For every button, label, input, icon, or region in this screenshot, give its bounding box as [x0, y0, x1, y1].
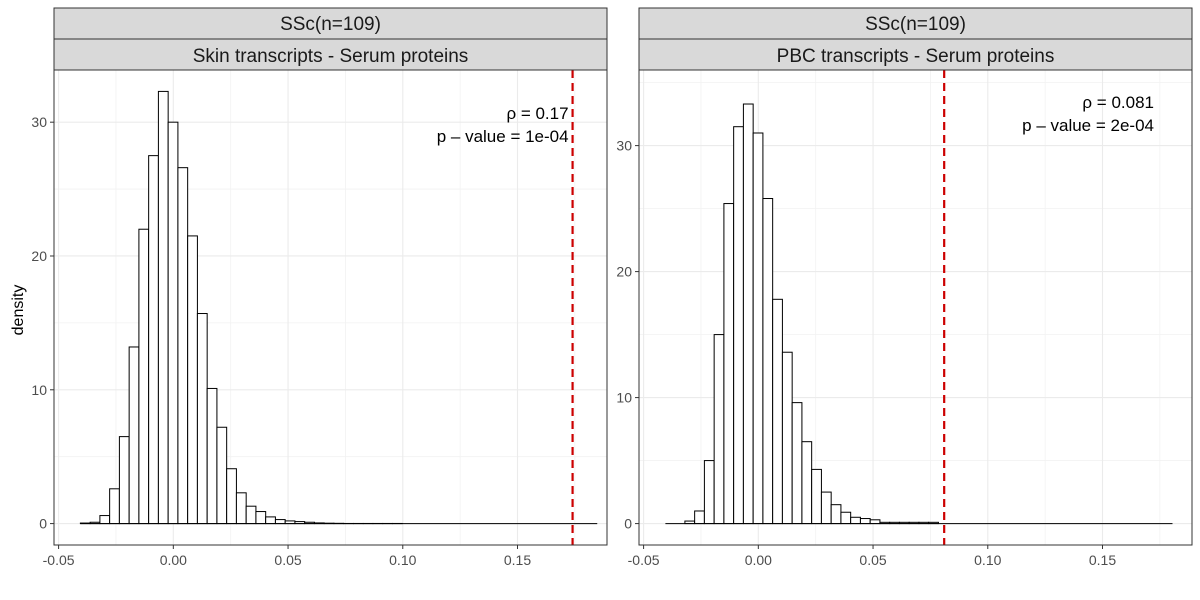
histogram-bar — [752, 132, 764, 525]
x-tick-label: 0.15 — [504, 552, 531, 568]
histogram-bar — [811, 468, 822, 525]
histogram-bar — [742, 103, 754, 525]
y-tick-label: 10 — [616, 390, 632, 406]
histogram-bar — [255, 511, 267, 525]
p-value-annotation: p – value = 1e-04 — [437, 127, 569, 146]
y-tick-label: 30 — [616, 138, 632, 154]
y-tick-label: 20 — [31, 248, 47, 264]
x-tick-label: -0.05 — [628, 552, 660, 568]
x-tick-label: 0.05 — [274, 552, 301, 568]
histogram-bar — [265, 516, 276, 525]
histogram-bar — [762, 198, 774, 525]
histogram-bar — [830, 504, 842, 525]
histogram-bar — [791, 402, 803, 525]
histogram-bar — [216, 426, 228, 525]
rho-annotation: ρ = 0.081 — [1082, 93, 1154, 112]
histogram-bar — [206, 387, 218, 525]
histogram-bars — [684, 103, 939, 525]
histogram-bar — [99, 515, 111, 525]
histogram-bar — [196, 313, 208, 525]
facet-strip-top — [53, 7, 608, 40]
y-tick-label: 10 — [31, 382, 47, 398]
x-tick-label: 0.00 — [745, 552, 772, 568]
histogram-bar — [869, 519, 881, 525]
histogram-bar — [157, 90, 169, 525]
histogram-bar — [772, 298, 783, 525]
histogram-bar — [703, 460, 715, 525]
facet-strip-top-label: SSc(n=109) — [280, 14, 381, 35]
histogram-bar — [138, 228, 150, 525]
histogram-bar — [274, 519, 286, 525]
histogram-bar — [801, 441, 813, 525]
panel-2: ρ = 0.081 p – value = 2e-04 SSc(n=109) PBC … — [616, 7, 1193, 568]
y-tick-label: 0 — [624, 516, 632, 532]
histogram-bar — [226, 468, 237, 525]
p-value-annotation: p – value = 2e-04 — [1022, 116, 1154, 135]
facet-strip-bottom — [638, 38, 1193, 71]
rho-annotation: ρ = 0.17 — [506, 104, 568, 123]
x-tick-label: -0.05 — [43, 552, 75, 568]
y-tick-label: 0 — [39, 516, 47, 532]
facet-strip-top — [638, 7, 1193, 40]
facet-strip-top-label: SSc(n=109) — [865, 14, 966, 35]
histogram-bar — [167, 121, 179, 525]
x-tick-label: 0.10 — [389, 552, 416, 568]
x-tick-label: 0.00 — [160, 552, 187, 568]
histogram-bar — [128, 346, 140, 525]
histogram-bar — [859, 518, 871, 525]
y-axis-label: density — [10, 285, 27, 336]
y-tick-label: 20 — [616, 264, 632, 280]
histogram-bar — [850, 516, 861, 525]
histogram-bar — [109, 488, 120, 525]
histogram-bar — [781, 351, 793, 525]
histogram-bar — [235, 492, 247, 525]
x-tick-label: 0.10 — [974, 552, 1001, 568]
histogram-bar — [177, 167, 189, 525]
histogram-bar — [245, 505, 257, 525]
y-tick-label: 30 — [31, 114, 47, 130]
facet-strip-bottom — [53, 38, 608, 71]
facet-strip-bottom-label: Skin transcripts - Serum proteins — [193, 46, 469, 67]
histogram-bar — [840, 511, 852, 525]
histogram-bar — [187, 235, 198, 525]
x-tick-label: 0.15 — [1089, 552, 1116, 568]
histogram-bar — [713, 334, 725, 525]
histogram-bar — [733, 126, 744, 525]
facet-strip-bottom-label: PBC transcripts - Serum proteins — [777, 46, 1055, 67]
histogram-bar — [694, 510, 705, 525]
histogram-bars — [79, 90, 403, 525]
histogram-bar — [820, 491, 832, 525]
histogram-bar — [118, 436, 130, 525]
x-tick-label: 0.05 — [859, 552, 886, 568]
panel-1: ρ = 0.17 p – value = 1e-04 SSc(n=109) Skin … — [31, 7, 608, 568]
histogram-bar — [723, 203, 735, 525]
histogram-bar — [148, 155, 159, 525]
